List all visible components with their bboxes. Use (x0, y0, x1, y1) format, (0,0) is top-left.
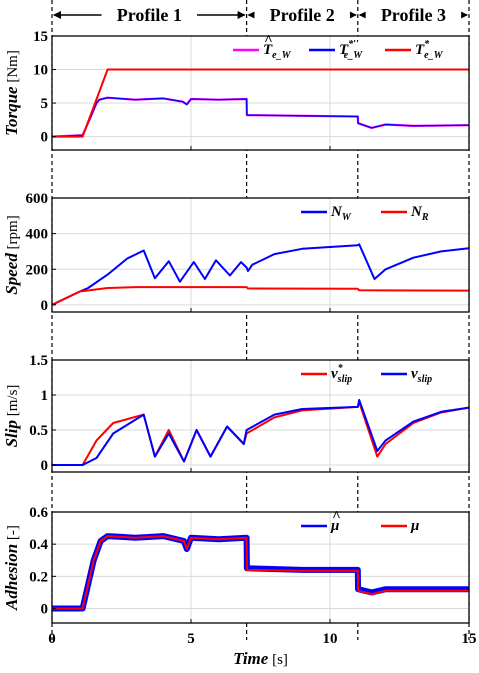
profile-arrowhead-left-2 (247, 11, 256, 19)
axes-frame (51, 35, 470, 151)
legend-symbol: μ (410, 518, 419, 534)
legend-subscript: e_W (344, 50, 363, 61)
y-tick-label: 600 (26, 191, 49, 207)
plot-area (52, 36, 469, 150)
y-tick-label: 15 (33, 29, 48, 45)
series-line-1 (52, 243, 469, 306)
x-axis-label: Time [s] (233, 649, 288, 668)
profile-arrowhead-left-3 (358, 11, 367, 19)
y-tick-label: 0 (41, 602, 49, 618)
y-tick-label: 1 (41, 388, 49, 404)
profile-label-bg-3 (365, 4, 462, 26)
axes-frame (51, 197, 470, 313)
legend-hat-mark: ^ (332, 509, 341, 525)
series-line-2 (52, 286, 469, 306)
legend-hat-mark: ^ (264, 33, 273, 49)
legend-label-3: T* e_W (415, 39, 444, 61)
x-tick-label-0: 0 (48, 631, 56, 647)
x-tick-label-3: 15 (462, 631, 477, 647)
legend-superscript: * (338, 363, 344, 374)
y-tick-label: 400 (26, 227, 49, 243)
legend-symbol: T (263, 42, 273, 58)
y-axis-label: Speed [rpm] (2, 215, 21, 294)
y-tick-label: 5 (41, 96, 49, 112)
profile-label-bg-2 (254, 4, 350, 26)
legend-subscript: W (342, 212, 352, 223)
y-tick-label: 1.5 (29, 353, 48, 369)
y-axis-label-name: Adhesion (2, 544, 21, 611)
y-axis-label-unit: [rpm] (5, 215, 21, 253)
x-tick-label-2: 10 (323, 631, 338, 647)
y-axis-label: Torque [Nm] (2, 50, 21, 136)
legend-label-1: μ (330, 518, 339, 534)
legend-subscript: e_W (272, 50, 291, 61)
plot-area (52, 360, 469, 472)
legend-superscript: *′′ (348, 39, 359, 50)
y-tick-label: 0.5 (29, 423, 48, 439)
x-axis-label-unit: [s] (268, 652, 288, 668)
legend-label-2: μ (410, 518, 419, 534)
y-axis-label-unit: [-] (5, 525, 21, 544)
y-tick-label: 0 (41, 458, 49, 474)
series-line-2 (52, 97, 469, 138)
y-axis-label-name: Speed (2, 253, 21, 295)
axes-frame (51, 511, 470, 624)
y-tick-label: 10 (33, 63, 48, 79)
y-tick-label: 200 (26, 262, 49, 278)
legend-label-2: vslip (411, 366, 432, 385)
y-tick-label: 0.2 (29, 569, 48, 585)
legend-symbol: v (411, 366, 418, 382)
profile-label-2: Profile 2 (270, 5, 335, 25)
legend-symbol: v (331, 366, 338, 382)
plot-area (52, 198, 469, 312)
legend-symbol: T (415, 42, 425, 58)
profile-arrowhead-right-2 (348, 11, 357, 19)
legend-subscript: slip (417, 374, 432, 385)
y-axis-label-name: Slip (2, 420, 21, 447)
series-line-2 (52, 398, 469, 466)
y-axis-label: Adhesion [-] (2, 525, 21, 611)
legend-superscript: * (424, 39, 430, 50)
profile-label-bg-1 (101, 4, 198, 26)
legend-label-2: NR (410, 204, 429, 223)
legend-symbol: N (330, 204, 343, 220)
profile-arrowhead-right-3 (460, 11, 468, 19)
legend-label-1: Te_W (263, 42, 292, 61)
y-tick-label: 0.6 (29, 505, 48, 521)
legend-label-1: NW (330, 204, 352, 223)
profile-arrowhead-left-1 (53, 11, 61, 19)
legend-symbol: T (339, 42, 349, 58)
profile-label-3: Profile 3 (381, 5, 446, 25)
legend-symbol: μ (330, 518, 339, 534)
x-tick-label-1: 5 (187, 631, 195, 647)
legend-subscript: e_W (424, 50, 443, 61)
legend-symbol: N (410, 204, 423, 220)
profile-label-1: Profile 1 (117, 5, 182, 25)
series-line-2 (52, 535, 469, 610)
y-axis-label-unit: [m/s] (5, 385, 21, 420)
x-axis-label-name: Time (233, 649, 269, 668)
legend-label-2: T*′′ e_W (339, 39, 363, 61)
axes-frame (51, 359, 470, 473)
legend-label-1: v* slip (331, 363, 352, 385)
y-tick-label: 0 (41, 130, 49, 146)
series-line-3 (52, 68, 469, 138)
legend-subscript: R (421, 212, 429, 223)
legend-subscript: slip (337, 374, 352, 385)
y-axis-label: Slip [m/s] (2, 385, 21, 448)
y-axis-label-name: Torque (2, 86, 21, 136)
profile-arrowhead-right-1 (237, 11, 246, 19)
y-tick-label: 0 (41, 298, 49, 314)
y-axis-label-unit: [Nm] (5, 50, 21, 86)
y-tick-label: 0.4 (29, 537, 48, 553)
